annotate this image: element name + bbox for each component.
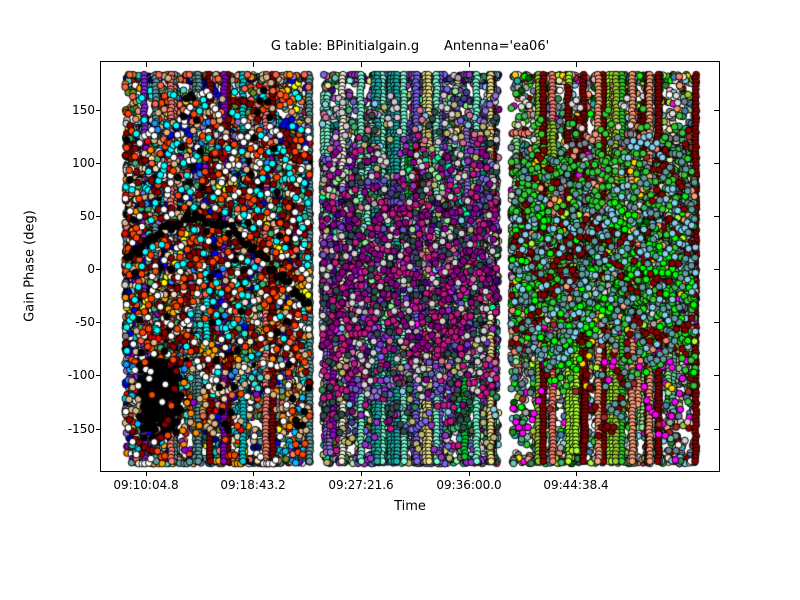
y-tick-label: 100 [72,155,95,170]
x-tick-label: 09:10:04.8 [113,478,179,492]
y-tick-mark-right [714,322,719,324]
y-tick-label: 150 [72,102,95,117]
x-tick-label: 09:44:38.4 [543,478,609,492]
x-tick-mark [360,471,362,476]
y-tick-mark [96,162,101,164]
y-tick-label: -150 [67,421,95,436]
scatter-points-canvas [101,62,719,471]
x-tick-mark-top [575,62,577,67]
y-tick-mark-right [714,216,719,218]
y-tick-mark-right [714,428,719,430]
y-tick-label: -100 [67,368,95,383]
x-axis-label: Time [394,499,426,514]
y-tick-mark [96,322,101,324]
x-tick-label: 09:36:00.0 [436,478,502,492]
y-tick-mark [96,269,101,271]
x-tick-mark-top [360,62,362,67]
y-tick-label: -50 [75,315,95,330]
x-tick-mark [469,471,471,476]
x-tick-mark-top [145,62,147,67]
y-tick-label: 50 [79,209,95,224]
x-tick-mark-top [469,62,471,67]
y-tick-mark [96,428,101,430]
y-tick-label: 0 [87,262,95,277]
x-tick-mark [575,471,577,476]
y-tick-mark-right [714,109,719,111]
y-tick-mark-right [714,269,719,271]
y-tick-mark-right [714,162,719,164]
y-tick-mark [96,216,101,218]
chart-title: G table: BPinitialgain.g Antenna='ea06' [270,39,550,54]
y-tick-mark [96,109,101,111]
y-tick-mark [96,375,101,377]
x-tick-mark [145,471,147,476]
x-tick-label: 09:27:21.6 [328,478,394,492]
y-tick-mark-right [714,375,719,377]
x-tick-label: 09:18:43.2 [220,478,286,492]
x-tick-mark-top [253,62,255,67]
x-tick-mark [253,471,255,476]
